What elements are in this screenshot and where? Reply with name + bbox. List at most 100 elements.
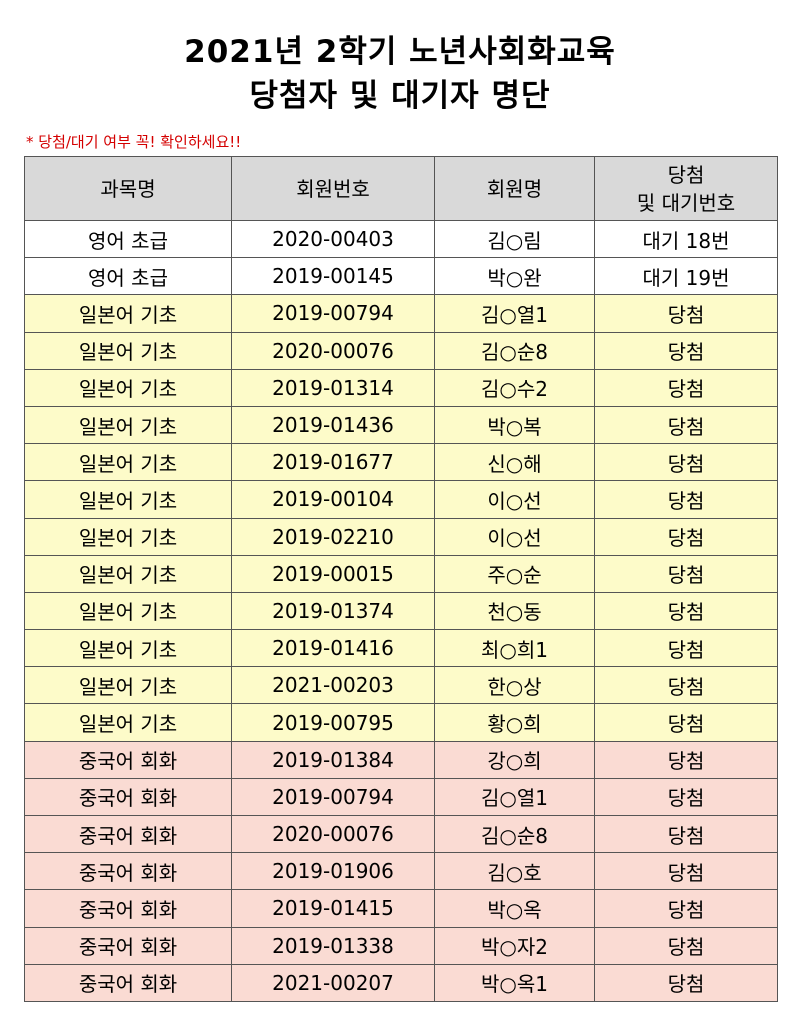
row-member-no: 2020-00076	[231, 331, 435, 370]
table-row: 중국어 회화 2019-01338 박○자2 당첨	[24, 926, 778, 965]
row-name: 신○해	[434, 443, 595, 482]
table-row: 일본어 기초 2019-01374 천○동 당첨	[24, 591, 778, 631]
row-member-no: 2021-00203	[231, 666, 435, 705]
document-title: 2021년 2학기 노년사회화교육 당첨자 및 대기자 명단	[0, 30, 800, 118]
table-row: 일본어 기초 2019-02210 이○선 당첨	[24, 517, 778, 556]
row-status: 당첨	[594, 405, 778, 445]
row-status: 당첨	[594, 926, 778, 965]
row-name: 강○희	[434, 740, 595, 779]
table-row: 중국어 회화 2020-00076 김○순8 당첨	[24, 814, 778, 854]
row-name: 김○호	[434, 852, 595, 891]
row-status: 당첨	[594, 703, 778, 742]
row-member-no: 2019-01338	[231, 926, 435, 965]
row-member-no: 2019-00795	[231, 703, 435, 742]
row-member-no: 2021-00207	[231, 963, 435, 1002]
row-member-no: 2019-00794	[231, 777, 435, 817]
row-member-no: 2020-00403	[231, 219, 435, 259]
row-member-no: 2019-02210	[231, 517, 435, 556]
header-status: 당첨 및 대기번호	[594, 156, 778, 221]
row-course: 중국어 회화	[24, 814, 232, 854]
row-course: 일본어 기초	[24, 331, 232, 370]
table-row: 일본어 기초 2019-01314 김○수2 당첨	[24, 368, 778, 407]
result-table: 과목명 회원번호 회원명 당첨 및 대기번호 영어 초급 2020-00403 김○림…	[24, 156, 778, 1002]
title-line-2: 당첨자 및 대기자 명단	[249, 78, 551, 114]
row-status: 당첨	[594, 517, 778, 556]
row-status: 대기 18번	[594, 219, 778, 259]
table-row: 중국어 회화 2019-00794 김○열1 당첨	[24, 777, 778, 817]
row-course: 일본어 기초	[24, 554, 232, 593]
row-course: 일본어 기초	[24, 703, 232, 742]
row-status: 대기 19번	[594, 257, 778, 296]
row-course: 일본어 기초	[24, 443, 232, 482]
table-row: 중국어 회화 2019-01906 김○호 당첨	[24, 852, 778, 891]
row-course: 일본어 기초	[24, 294, 232, 333]
row-member-no: 2019-01374	[231, 591, 435, 631]
notice-text: * 당첨/대기 여부 꼭! 확인하세요!!	[26, 133, 242, 151]
row-course: 일본어 기초	[24, 629, 232, 668]
row-name: 천○동	[434, 591, 595, 631]
table-row: 일본어 기초 2019-00794 김○열1 당첨	[24, 294, 778, 333]
row-status: 당첨	[594, 629, 778, 668]
row-name: 김○순8	[434, 331, 595, 370]
row-name: 김○수2	[434, 368, 595, 407]
row-name: 최○희1	[434, 629, 595, 668]
row-member-no: 2019-01677	[231, 443, 435, 482]
row-status: 당첨	[594, 889, 778, 928]
row-name: 박○옥1	[434, 963, 595, 1002]
row-course: 중국어 회화	[24, 926, 232, 965]
row-name: 이○선	[434, 517, 595, 556]
table-row: 일본어 기초 2019-01416 최○희1 당첨	[24, 629, 778, 668]
table-row: 일본어 기초 2020-00076 김○순8 당첨	[24, 331, 778, 370]
table-row: 일본어 기초 2019-01436 박○복 당첨	[24, 405, 778, 445]
row-course: 일본어 기초	[24, 591, 232, 631]
row-member-no: 2019-01416	[231, 629, 435, 668]
row-status: 당첨	[594, 554, 778, 593]
row-name: 황○희	[434, 703, 595, 742]
row-name: 김○림	[434, 219, 595, 259]
row-name: 한○상	[434, 666, 595, 705]
row-status: 당첨	[594, 591, 778, 631]
row-course: 일본어 기초	[24, 405, 232, 445]
row-member-no: 2019-00794	[231, 294, 435, 333]
row-name: 김○열1	[434, 777, 595, 817]
row-course: 일본어 기초	[24, 666, 232, 705]
row-course: 일본어 기초	[24, 517, 232, 556]
row-member-no: 2019-00145	[231, 257, 435, 296]
row-status: 당첨	[594, 777, 778, 817]
row-member-no: 2019-00104	[231, 480, 435, 519]
row-status: 당첨	[594, 480, 778, 519]
row-status: 당첨	[594, 963, 778, 1002]
table-row: 일본어 기초 2019-00015 주○순 당첨	[24, 554, 778, 593]
row-member-no: 2019-01314	[231, 368, 435, 407]
row-course: 중국어 회화	[24, 777, 232, 817]
title-line-1: 2021년 2학기 노년사회화교육	[184, 34, 616, 70]
row-course: 일본어 기초	[24, 480, 232, 519]
table-row: 중국어 회화 2019-01384 강○희 당첨	[24, 740, 778, 779]
row-status: 당첨	[594, 294, 778, 333]
row-course: 영어 초급	[24, 257, 232, 296]
header-name: 회원명	[434, 156, 595, 221]
table-row: 중국어 회화 2021-00207 박○옥1 당첨	[24, 963, 778, 1002]
row-member-no: 2019-01436	[231, 405, 435, 445]
row-course: 중국어 회화	[24, 963, 232, 1002]
row-course: 중국어 회화	[24, 740, 232, 779]
table-body: 영어 초급 2020-00403 김○림 대기 18번 영어 초급 2019-00145 박…	[24, 219, 778, 1002]
row-course: 영어 초급	[24, 219, 232, 259]
table-row: 영어 초급 2020-00403 김○림 대기 18번	[24, 219, 778, 259]
row-name: 박○완	[434, 257, 595, 296]
row-course: 중국어 회화	[24, 852, 232, 891]
row-member-no: 2019-01906	[231, 852, 435, 891]
row-name: 박○복	[434, 405, 595, 445]
table-row: 일본어 기초 2019-01677 신○해 당첨	[24, 443, 778, 482]
row-name: 박○자2	[434, 926, 595, 965]
row-name: 김○열1	[434, 294, 595, 333]
row-status: 당첨	[594, 852, 778, 891]
header-member-no: 회원번호	[231, 156, 435, 221]
row-status: 당첨	[594, 331, 778, 370]
row-course: 중국어 회화	[24, 889, 232, 928]
row-course: 일본어 기초	[24, 368, 232, 407]
table-row: 영어 초급 2019-00145 박○완 대기 19번	[24, 257, 778, 296]
header-course: 과목명	[24, 156, 232, 221]
row-status: 당첨	[594, 740, 778, 779]
table-row: 일본어 기초 2021-00203 한○상 당첨	[24, 666, 778, 705]
